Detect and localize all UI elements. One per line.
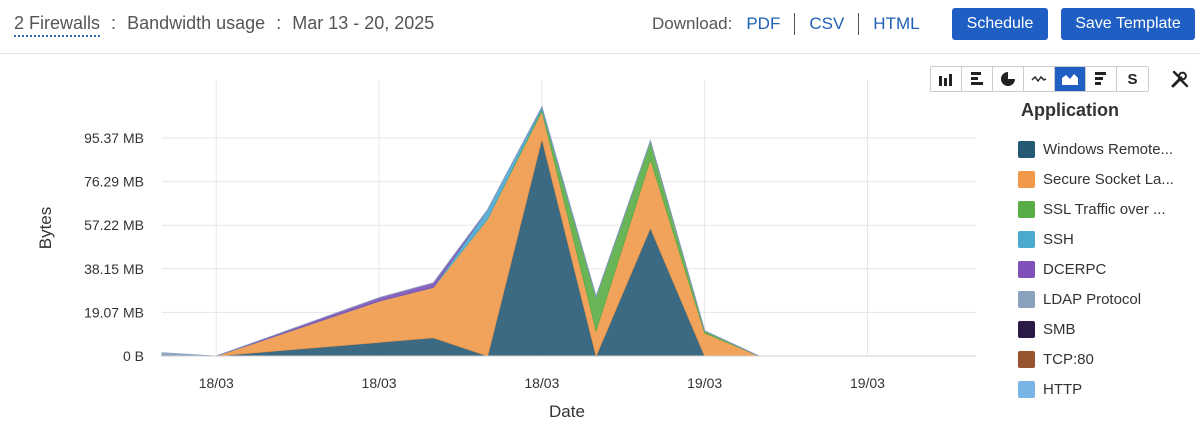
legend-label: SMB — [1043, 320, 1076, 338]
legend-title: Application — [1021, 100, 1119, 120]
y-axis-title: Bytes — [36, 207, 55, 250]
stacked-bar-icon[interactable] — [1086, 67, 1117, 91]
y-tick-label: 0 B — [123, 348, 144, 364]
x-tick-label: 18/03 — [362, 375, 397, 391]
x-tick-label: 18/03 — [524, 375, 559, 391]
date-range: Mar 13 - 20, 2025 — [292, 13, 435, 33]
y-tick-label: 19.07 MB — [84, 304, 144, 320]
y-tick-label: 76.29 MB — [84, 174, 144, 190]
legend-item[interactable]: TCP:80 — [1018, 344, 1178, 374]
firewalls-link[interactable]: 2 Firewalls — [14, 13, 101, 37]
download-html-link[interactable]: HTML — [873, 14, 920, 33]
legend-label: Secure Socket La... — [1043, 170, 1174, 188]
chart-type-toolbar: S — [930, 66, 1149, 92]
s-letter-icon[interactable]: S — [1117, 67, 1148, 91]
legend-swatch — [1018, 290, 1035, 308]
legend-item[interactable]: SSH — [1018, 224, 1178, 254]
horizontal-bar-icon[interactable] — [962, 67, 993, 91]
legend-swatch — [1018, 200, 1035, 218]
y-tick-label: 57.22 MB — [84, 217, 144, 233]
legend-label: DCERPC — [1043, 260, 1107, 278]
divider — [794, 13, 796, 35]
breadcrumb-separator: : — [276, 13, 282, 33]
download-links: Download: PDF CSV HTML — [652, 13, 934, 35]
legend-swatch — [1018, 260, 1035, 278]
save-template-button[interactable]: Save Template — [1061, 8, 1195, 40]
legend-label: SSL Traffic over ... — [1043, 200, 1166, 218]
x-tick-label: 19/03 — [850, 375, 885, 391]
download-label: Download: — [652, 14, 733, 33]
area-chart-icon[interactable] — [1055, 67, 1086, 91]
legend-swatch — [1018, 140, 1035, 158]
download-csv-link[interactable]: CSV — [809, 14, 845, 33]
line-chart-icon[interactable] — [1024, 67, 1055, 91]
legend-label: Windows Remote... — [1043, 140, 1174, 158]
x-tick-label: 18/03 — [199, 375, 234, 391]
legend-item[interactable]: SSL Traffic over ... — [1018, 194, 1178, 224]
breadcrumb-separator: : — [111, 13, 117, 33]
report-header: 2 Firewalls : Bandwidth usage : Mar 13 -… — [0, 0, 1200, 54]
y-tick-label: 38.15 MB — [84, 261, 144, 277]
legend-swatch — [1018, 320, 1035, 338]
y-tick-label: 95.37 MB — [84, 130, 144, 146]
s-letter: S — [1127, 70, 1138, 88]
pie-chart-icon[interactable] — [993, 67, 1024, 91]
legend-swatch — [1018, 380, 1035, 398]
chart-legend: Windows Remote... Secure Socket La... SSL … — [1018, 134, 1178, 406]
legend-label: HTTP — [1043, 380, 1083, 398]
schedule-button[interactable]: Schedule — [952, 8, 1048, 40]
report-name: Bandwidth usage — [127, 13, 266, 33]
legend-swatch — [1018, 170, 1035, 188]
legend-swatch — [1018, 350, 1035, 368]
download-pdf-link[interactable]: PDF — [746, 14, 781, 33]
x-axis-title: Date — [549, 402, 585, 421]
legend-swatch — [1018, 230, 1035, 248]
wrench-screwdriver-icon[interactable] — [1168, 66, 1192, 92]
legend-item[interactable]: Secure Socket La... — [1018, 164, 1178, 194]
legend-label: SSH — [1043, 230, 1074, 248]
legend-item[interactable]: SMB — [1018, 314, 1178, 344]
divider — [858, 13, 860, 35]
bar-chart-icon[interactable] — [931, 67, 962, 91]
legend-item[interactable]: DCERPC — [1018, 254, 1178, 284]
legend-item[interactable]: HTTP — [1018, 374, 1178, 404]
legend-item[interactable]: Windows Remote... — [1018, 134, 1178, 164]
breadcrumb: 2 Firewalls : Bandwidth usage : Mar 13 -… — [14, 13, 435, 37]
x-tick-label: 19/03 — [687, 375, 722, 391]
legend-label: LDAP Protocol — [1043, 290, 1142, 308]
legend-item[interactable]: LDAP Protocol — [1018, 284, 1178, 314]
bandwidth-area-chart: 0 B 19.07 MB 38.15 MB 57.22 MB 76.29 MB 95.37… — [36, 80, 976, 421]
legend-label: TCP:80 — [1043, 350, 1094, 368]
